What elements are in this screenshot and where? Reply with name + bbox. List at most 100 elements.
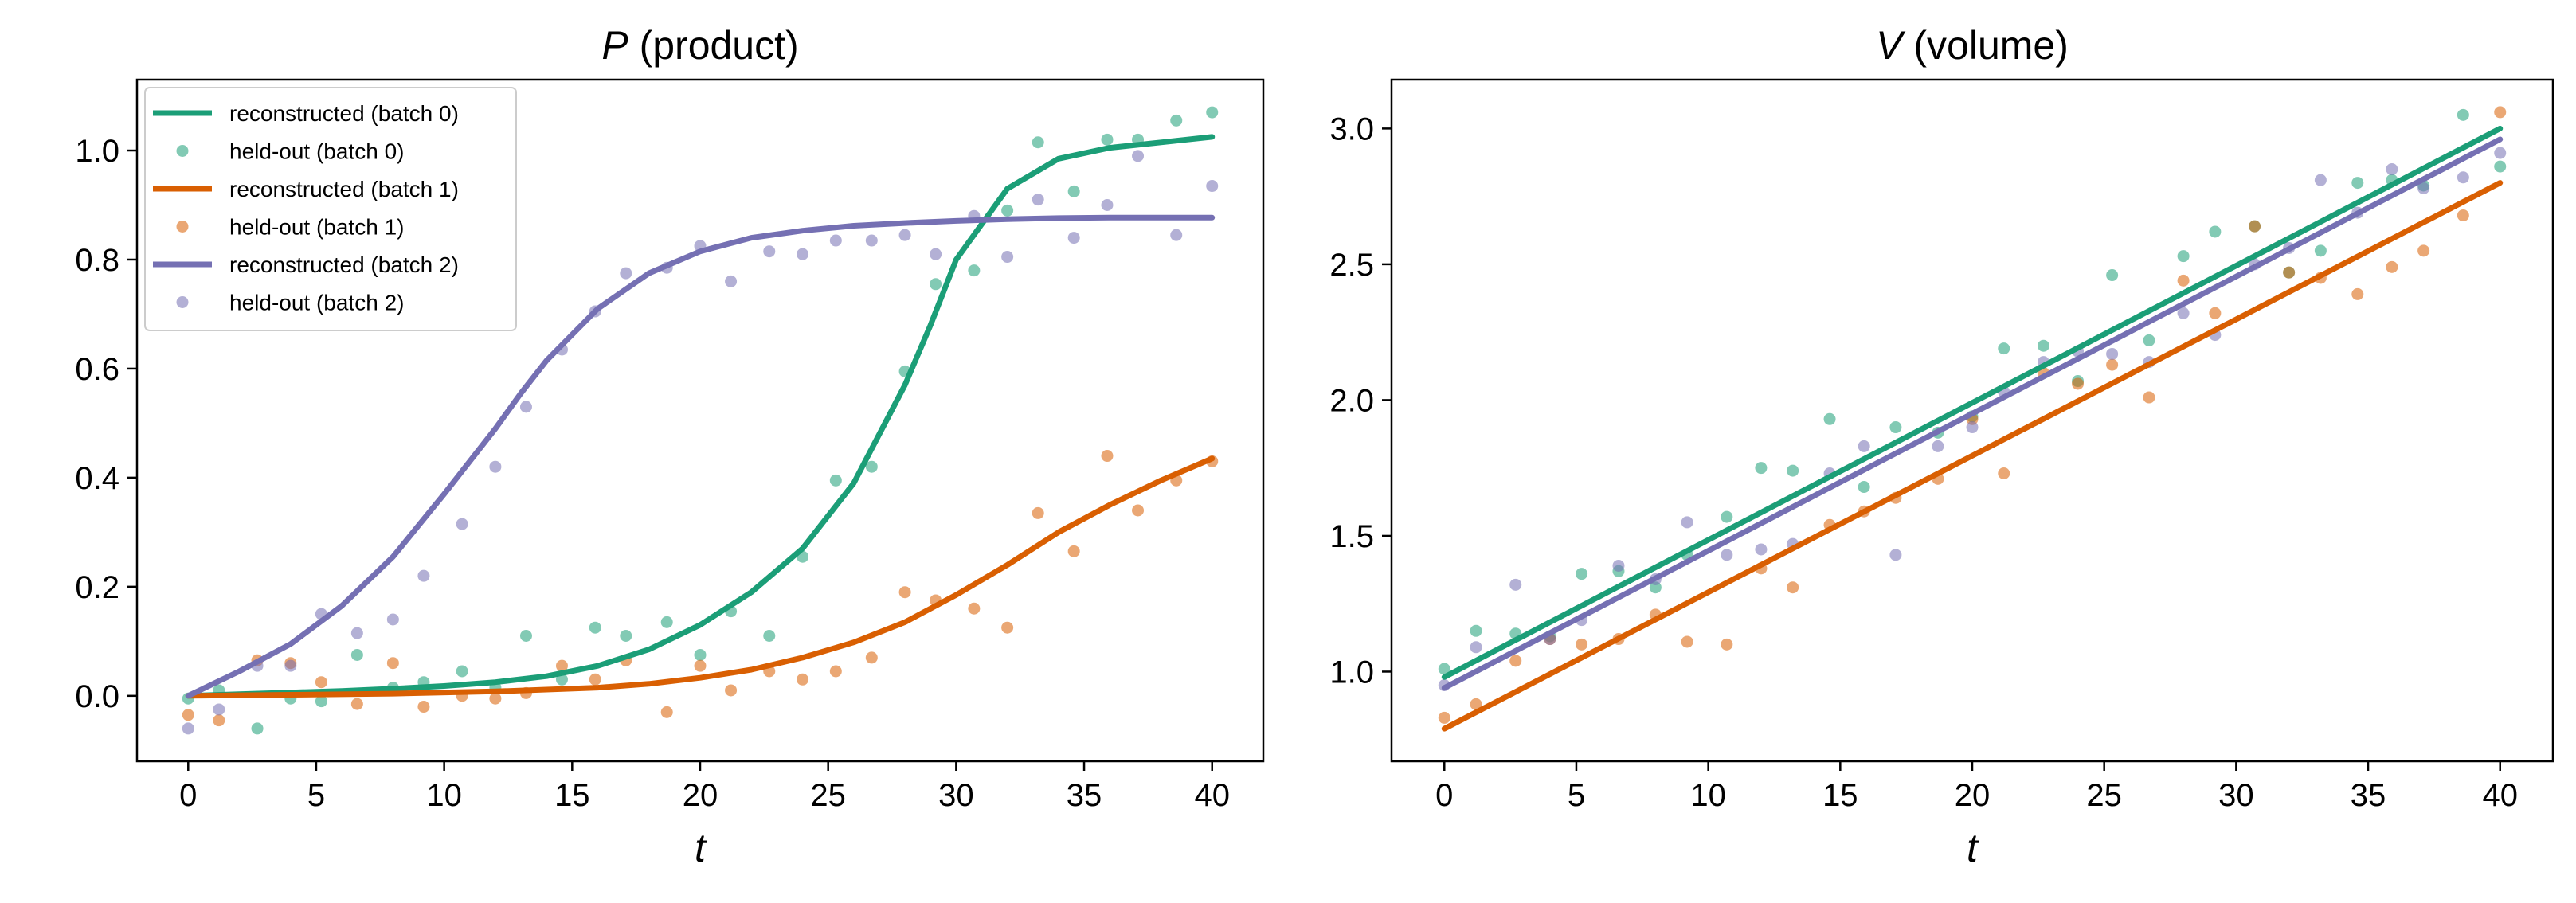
x-tick-label: 25	[2086, 778, 2122, 813]
data-point-batch1	[1681, 635, 1693, 648]
data-point-batch2	[1681, 516, 1693, 529]
data-point-batch2	[763, 245, 776, 258]
data-point-batch0	[2494, 160, 2507, 173]
series-line-batch1	[185, 455, 1216, 699]
legend-entry-label: held-out (batch 1)	[229, 215, 404, 240]
data-point-batch0	[251, 722, 264, 735]
x-tick-label: 25	[810, 778, 846, 813]
legend-marker-swatch	[176, 296, 189, 308]
data-point-batch1	[694, 659, 707, 672]
data-point-batch0	[2457, 108, 2469, 121]
y-tick-label: 1.0	[1329, 655, 1374, 690]
data-point-batch1	[2351, 287, 2364, 300]
data-point-batch2	[2457, 171, 2469, 184]
data-point-batch1	[1509, 655, 1522, 667]
data-point-batch0	[1101, 133, 1114, 146]
data-point-batch1	[1132, 504, 1145, 517]
data-point-batch1	[386, 657, 399, 670]
series-line-batch1	[1441, 180, 2504, 732]
series-line-batch2	[1441, 136, 2504, 691]
data-point-batch1	[1721, 638, 1733, 651]
data-point-batch2	[2177, 307, 2190, 319]
y-tick-label: 2.5	[1329, 248, 1374, 283]
y-tick-label: 1.0	[75, 134, 119, 169]
data-point-batch2	[2386, 163, 2398, 176]
y-tick-label: 0.2	[75, 570, 119, 605]
panel-title: V (volume)	[1876, 23, 2069, 68]
data-point-batch2	[725, 275, 738, 287]
data-point-batch2	[829, 234, 842, 247]
data-point-batch2	[1470, 641, 1482, 654]
data-point-batch1	[2143, 391, 2155, 404]
data-point-batch2	[1101, 199, 1114, 212]
data-point-batch2	[1858, 440, 1870, 452]
data-point-batch2	[1001, 251, 1014, 264]
data-point-batch2	[2417, 182, 2430, 194]
data-point-batch0	[1858, 481, 1870, 494]
data-point-batch0	[2351, 177, 2364, 190]
x-tick-label: 30	[2218, 778, 2254, 813]
data-point-batch1	[2457, 209, 2469, 222]
y-tick-label: 0.8	[75, 243, 119, 278]
x-tick-label: 5	[307, 778, 325, 813]
x-tick-label: 0	[1435, 778, 1453, 813]
data-point-batch1	[182, 709, 194, 721]
data-point-batch2	[417, 569, 430, 582]
data-point-batch1	[2209, 307, 2222, 319]
data-point-batch0	[2314, 244, 2327, 257]
data-point-batch1	[2106, 358, 2119, 371]
data-point-batch2	[489, 460, 502, 473]
data-point-batch2	[2494, 147, 2507, 159]
data-point-batch2	[213, 703, 225, 716]
data-point-batch0	[350, 648, 363, 661]
data-point-batch2	[930, 248, 942, 260]
data-point-batch2	[1755, 543, 1768, 556]
data-point-batch0	[1576, 568, 1588, 580]
panel-title: P (product)	[601, 23, 798, 68]
data-point-batch0	[1001, 204, 1014, 217]
data-point-batch1	[898, 586, 911, 599]
data-point-batch0	[1787, 464, 1799, 477]
data-point-batch1	[2494, 106, 2507, 119]
data-point-batch2	[350, 627, 363, 639]
title-description: (product)	[628, 23, 799, 68]
data-point-batch2	[386, 613, 399, 626]
data-point-batch0	[1032, 136, 1044, 149]
data-point-batch2	[1132, 150, 1145, 162]
data-point-batch2	[182, 722, 194, 735]
legend-entry-label: reconstructed (batch 0)	[229, 101, 459, 126]
data-point-batch0	[2143, 334, 2155, 346]
data-point-batch2	[2314, 174, 2327, 186]
data-point-batch0	[2177, 250, 2190, 263]
data-point-batch1	[865, 651, 878, 664]
data-point-batch2	[1889, 549, 1902, 561]
data-point-batch1	[968, 602, 981, 615]
y-tick-label: 0.4	[75, 461, 119, 496]
data-point-batch0	[2209, 225, 2222, 238]
data-point-batch1	[1787, 581, 1799, 594]
data-point-batch0	[1998, 342, 2010, 355]
x-tick-label: 20	[683, 778, 718, 813]
data-point-batch0	[1206, 106, 1219, 119]
x-tick-label: 20	[1955, 778, 1991, 813]
data-point-batch2	[1509, 578, 1522, 591]
data-point-batch1	[1470, 698, 1482, 710]
data-point-batch1	[660, 706, 673, 718]
legend-entry-label: reconstructed (batch 2)	[229, 252, 459, 277]
data-point-batch2	[284, 659, 297, 672]
data-point-batch2	[797, 248, 809, 260]
data-point-batch2	[898, 229, 911, 241]
data-point-batch2	[2106, 347, 2119, 360]
data-point-batch1	[2177, 274, 2190, 287]
legend-marker-swatch	[176, 221, 189, 233]
data-point-batch0	[1755, 462, 1768, 475]
data-point-batch1	[1576, 638, 1588, 651]
data-point-batch1	[2249, 220, 2261, 233]
data-point-batch2	[1067, 232, 1080, 244]
data-point-batch1	[2072, 377, 2085, 390]
x-tick-label: 15	[554, 778, 590, 813]
data-point-batch2	[865, 234, 878, 247]
x-tick-label: 35	[2351, 778, 2386, 813]
x-tick-label: 5	[1568, 778, 1585, 813]
data-point-batch0	[1170, 114, 1183, 127]
